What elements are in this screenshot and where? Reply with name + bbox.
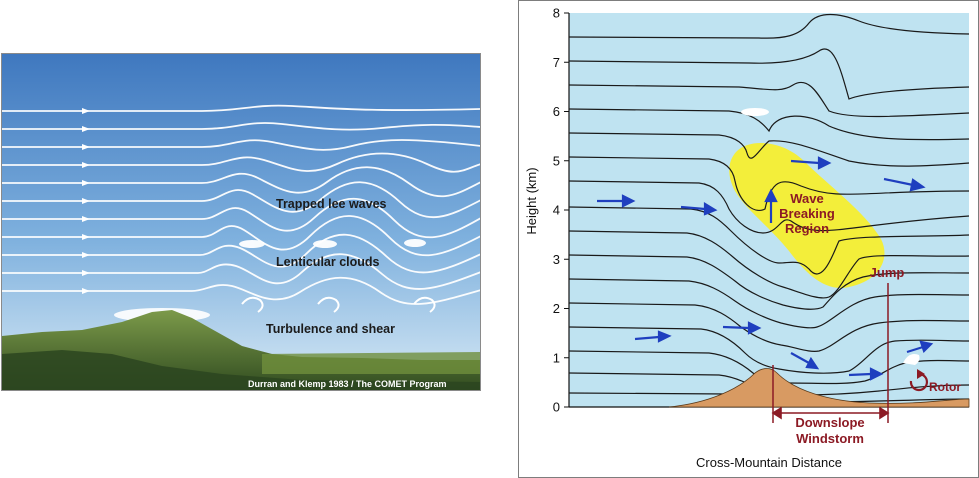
wave-breaking-label-line2: Breaking (779, 206, 835, 221)
y-tick-label: 0 (553, 400, 560, 415)
wave-breaking-label-line1: Wave (790, 191, 823, 206)
streamline (568, 254, 970, 310)
arrowhead (82, 180, 90, 186)
streamline (2, 104, 480, 112)
flow-arrow (764, 188, 778, 223)
flow-arrow (790, 156, 832, 170)
downslope-label-line2: Windstorm (796, 431, 864, 446)
wave-breaking-label-line3: Region (785, 221, 829, 236)
cloud (741, 108, 769, 116)
lenticular-cloud (404, 239, 426, 247)
arrowhead (82, 144, 90, 150)
streamline (2, 215, 480, 257)
streamline (2, 233, 480, 274)
streamline (568, 13, 970, 39)
arrowhead (82, 288, 90, 294)
streamline (568, 326, 970, 374)
lenticular-cloud (239, 240, 265, 248)
windstorm-plot: 0 1 2 3 4 5 6 7 8 Height (km) (524, 6, 970, 470)
lee-wave-illustration: Trapped lee waves Lenticular clouds Turb… (1, 53, 481, 391)
flow-arrow (906, 340, 934, 354)
flow-arrow (790, 352, 820, 370)
swirl-icon (241, 296, 264, 313)
y-tick-label: 3 (553, 252, 560, 267)
streamline (568, 206, 970, 275)
wave-breaking-region (729, 142, 885, 289)
y-tick-label: 5 (553, 153, 560, 168)
rotor-label: Rotor (929, 380, 961, 394)
distant-plain (262, 352, 480, 374)
y-tick-label: 4 (553, 203, 560, 218)
flow-arrow (848, 367, 884, 381)
mountain (668, 368, 970, 408)
flow-arrow (634, 330, 672, 343)
y-tick-label: 8 (553, 6, 560, 21)
arrowhead (82, 108, 90, 114)
streamline (2, 197, 480, 239)
arrowhead (82, 216, 90, 222)
arrowhead (82, 270, 90, 276)
flow-arrows (597, 156, 934, 381)
y-tick-label: 6 (553, 104, 560, 119)
streamline (2, 139, 480, 151)
windstorm-span-arrow (771, 406, 890, 420)
streamline (2, 166, 480, 198)
flow-arrow (680, 202, 718, 216)
streamline-arrowheads (82, 108, 90, 294)
turbulence-swirls (241, 296, 436, 313)
streamline (568, 82, 970, 118)
streamline (568, 108, 970, 141)
y-tick-label: 7 (553, 55, 560, 70)
clouds (741, 108, 920, 365)
streamline (568, 302, 970, 352)
flow-arrow (883, 177, 926, 192)
streamline (2, 152, 480, 173)
arrowhead (82, 252, 90, 258)
lee-wave-scene: Trapped lee waves Lenticular clouds Turb… (2, 54, 480, 390)
flow-arrow (722, 321, 762, 335)
jump-label: Jump (870, 265, 905, 280)
y-axis-label: Height (km) (524, 167, 539, 234)
cloud (903, 354, 920, 365)
streamline (2, 276, 480, 305)
lenticular-clouds-label: Lenticular clouds (276, 255, 380, 269)
turbulence-shear-label: Turbulence and shear (266, 322, 395, 336)
streamline (568, 230, 970, 299)
rotor-icon (909, 369, 928, 392)
swirl-icon (317, 296, 340, 313)
downslope-windstorm-diagram: 0 1 2 3 4 5 6 7 8 Height (km) (518, 0, 979, 478)
flow-arrow (597, 194, 636, 208)
streamline (568, 180, 970, 234)
downslope-label-line1: Downslope (795, 415, 864, 430)
streamline (568, 278, 970, 329)
streamline (2, 122, 480, 131)
streamline (2, 253, 480, 290)
trapped-lee-waves-label: Trapped lee waves (276, 197, 387, 211)
x-axis-label: Cross-Mountain Distance (696, 455, 842, 470)
arrowhead (82, 198, 90, 204)
streamline (2, 181, 480, 219)
y-tick-label: 2 (553, 301, 560, 316)
y-tick-label: 1 (553, 350, 560, 365)
arrowhead (82, 234, 90, 240)
foreground-ridge (2, 350, 480, 390)
arrowhead (82, 126, 90, 132)
streamlines (2, 104, 480, 305)
arrowhead (82, 162, 90, 168)
lenticular-cloud (313, 240, 337, 248)
lenticular-clouds (239, 239, 426, 248)
credit-text: Durran and Klemp 1983 / The COMET Progra… (248, 379, 447, 389)
streamline (568, 48, 970, 100)
swirl-icon (413, 296, 436, 313)
streamline (568, 132, 970, 167)
